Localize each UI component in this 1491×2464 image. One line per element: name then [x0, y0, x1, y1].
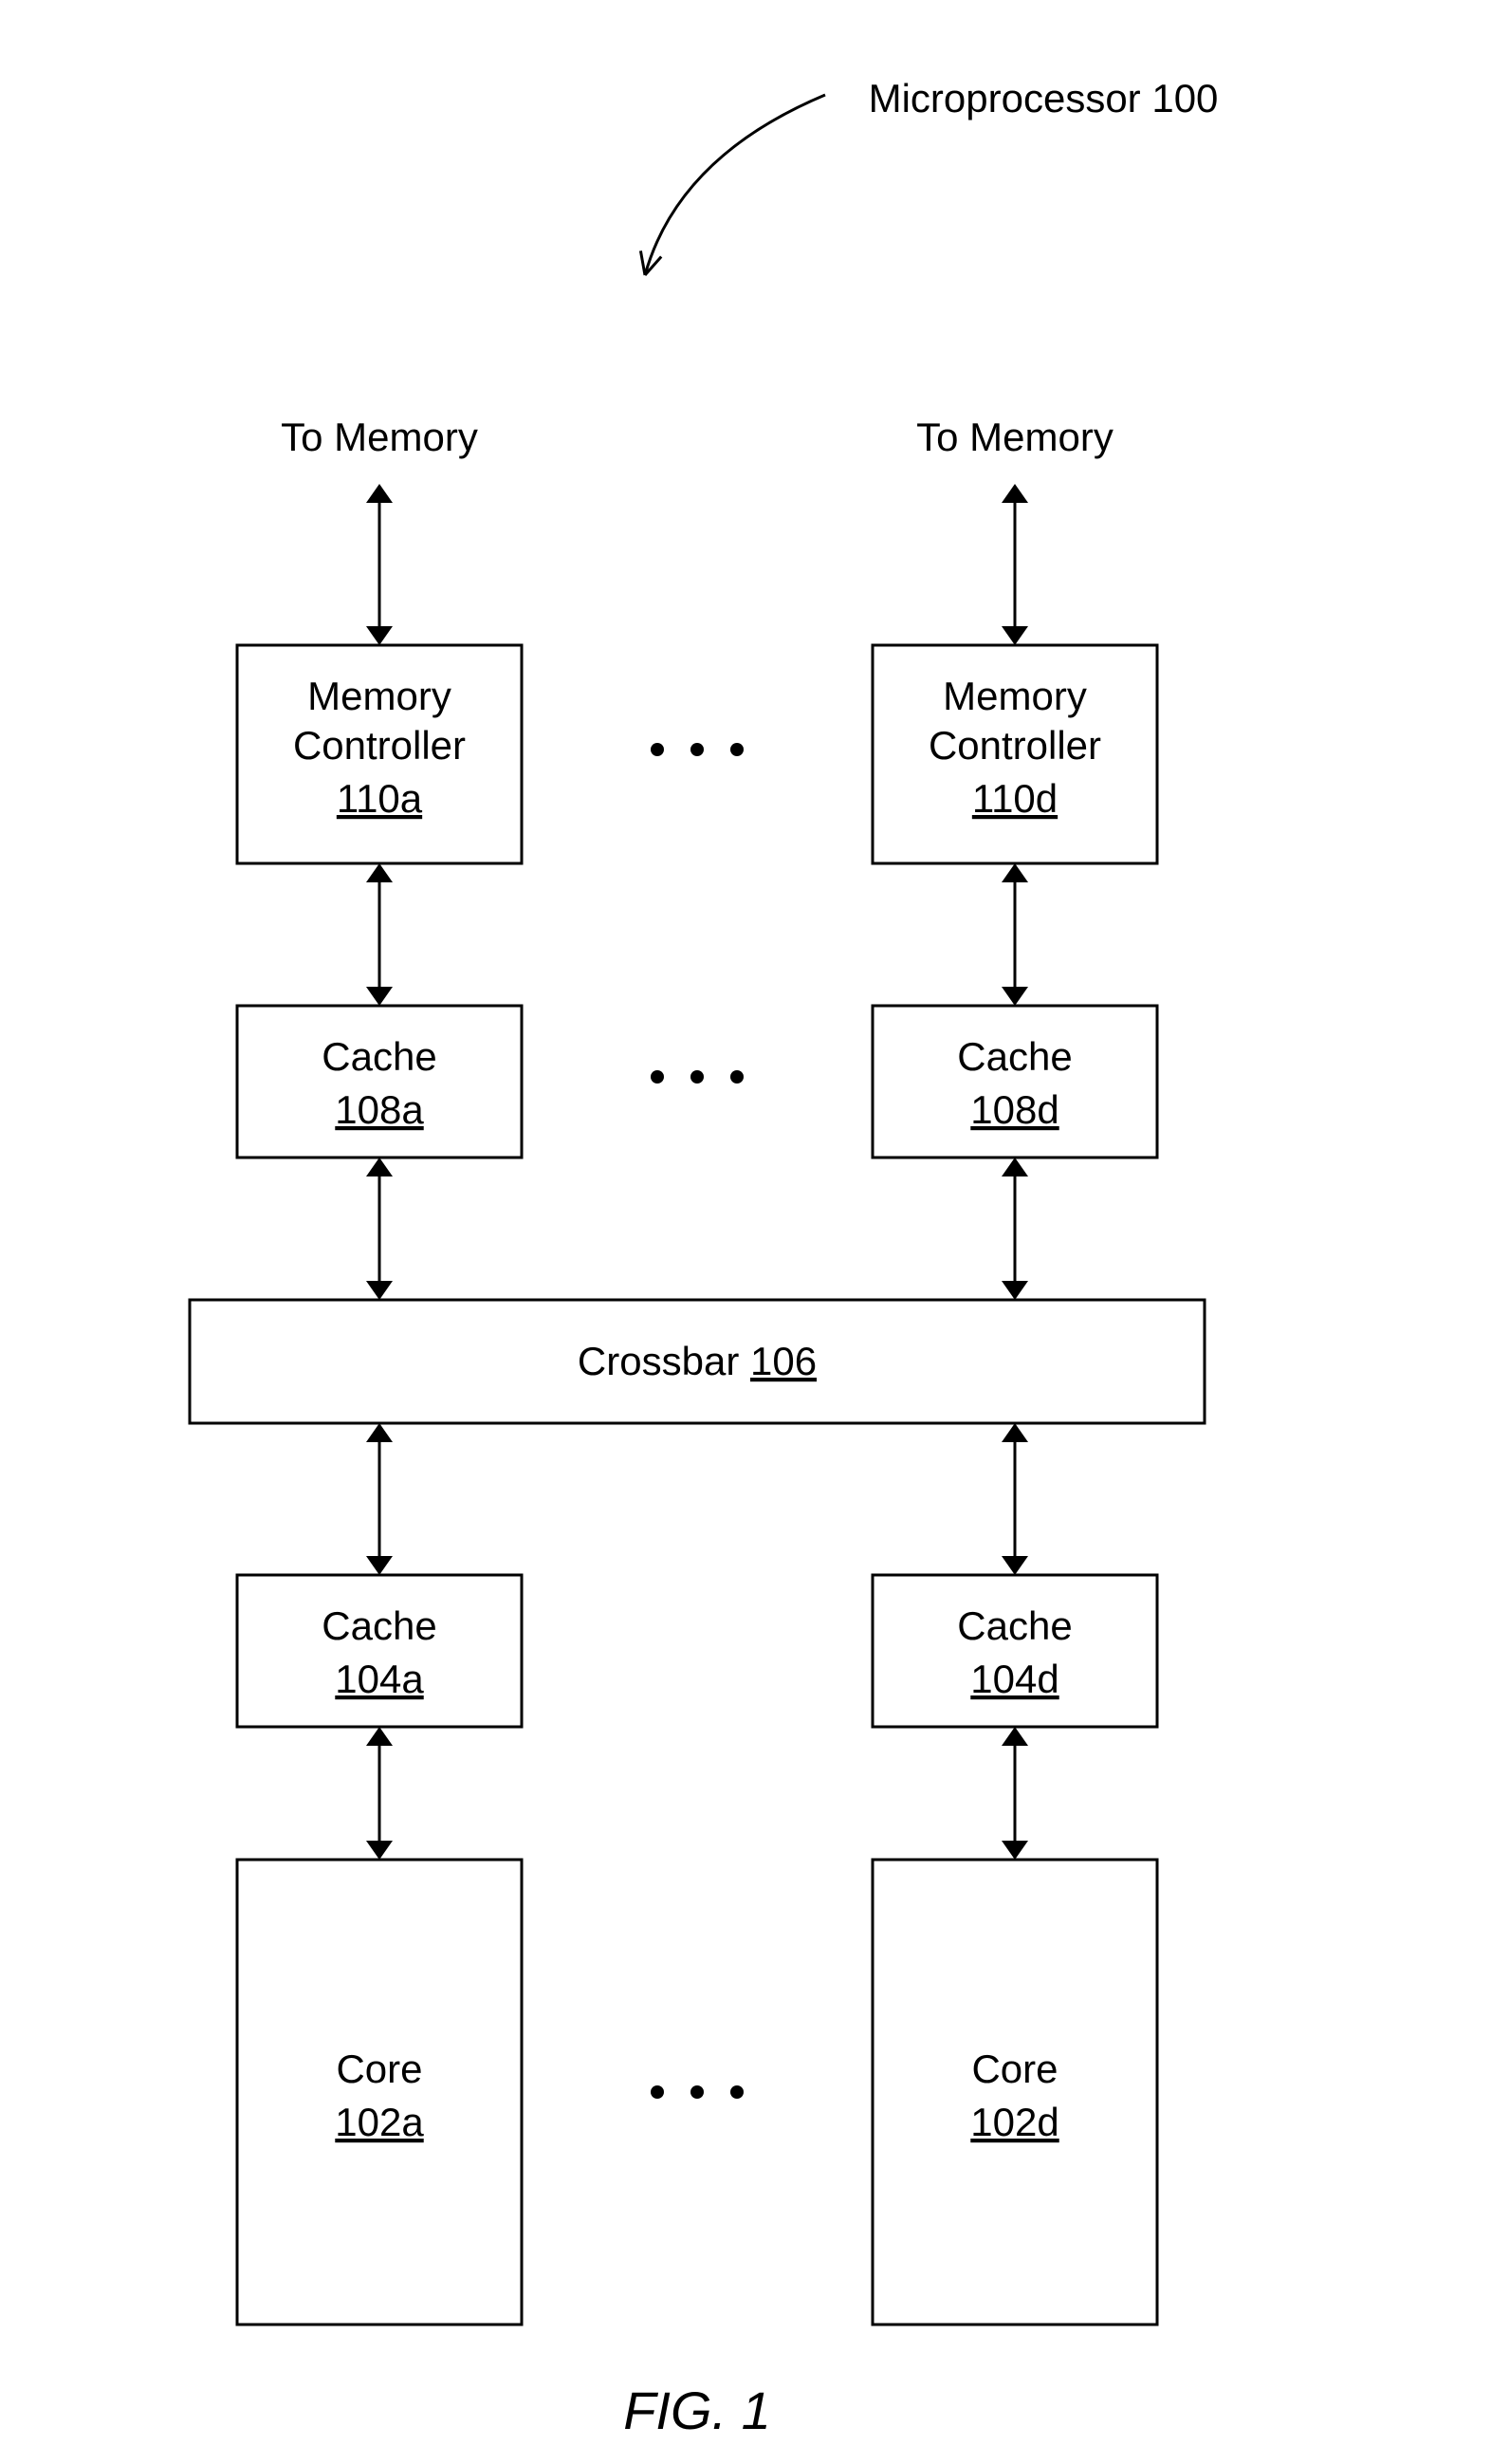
node-cache_upper_d: Cache 108d [873, 1006, 1157, 1158]
to-memory-label: To Memory [916, 415, 1114, 459]
to-memory-label: To Memory [281, 415, 478, 459]
node-id: 102a [335, 2100, 424, 2144]
node-id: 110d [972, 776, 1058, 821]
node-label: Cache [322, 1603, 436, 1648]
node-cache_lower_d: Cache 104d [873, 1575, 1157, 1727]
node-id: 106 [750, 1339, 817, 1383]
node-id: 108a [335, 1087, 424, 1132]
node-label: Memory [307, 674, 451, 718]
node-label: Core [971, 2047, 1058, 2091]
node-mem_ctrl_a: Memory Controller 110a [237, 645, 522, 863]
node-cache_upper_a: Cache 108a [237, 1006, 522, 1158]
node-core_d: Core 102d [873, 1860, 1157, 2325]
node-cache_lower_a: Cache 104a [237, 1575, 522, 1727]
node-rect [873, 1860, 1157, 2325]
node-label: Core [336, 2047, 422, 2091]
node-id: 108d [970, 1087, 1058, 1132]
node-rect [237, 1860, 522, 2325]
node-mem_ctrl_d: Memory Controller 110d [873, 645, 1157, 863]
node-core_a: Core 102a [237, 1860, 522, 2325]
ellipsis [651, 1070, 744, 1084]
node-label: Controller [929, 723, 1101, 768]
node-rect [237, 1575, 522, 1727]
node-id: 104d [970, 1657, 1058, 1701]
node-id: 104a [335, 1657, 424, 1701]
node-label: Memory [943, 674, 1087, 718]
node-id: 102d [970, 2100, 1058, 2144]
node-label: Cache [322, 1034, 436, 1079]
node-label: Controller [293, 723, 466, 768]
node-id: 110a [337, 776, 423, 821]
node-rect [873, 1006, 1157, 1158]
node-crossbar: Crossbar 106 [190, 1300, 1205, 1423]
node-label: Crossbar [578, 1339, 750, 1383]
ellipsis [651, 743, 744, 756]
node-rect [873, 1575, 1157, 1727]
pointer-label: Microprocessor 100 [869, 76, 1219, 120]
node-rect [237, 1006, 522, 1158]
node-label: Cache [957, 1034, 1072, 1079]
node-label-line: Crossbar 106 [578, 1339, 817, 1383]
figure-caption: FIG. 1 [623, 2381, 771, 2440]
ellipsis [651, 2085, 744, 2099]
node-label: Cache [957, 1603, 1072, 1648]
pointer-line [645, 95, 825, 275]
